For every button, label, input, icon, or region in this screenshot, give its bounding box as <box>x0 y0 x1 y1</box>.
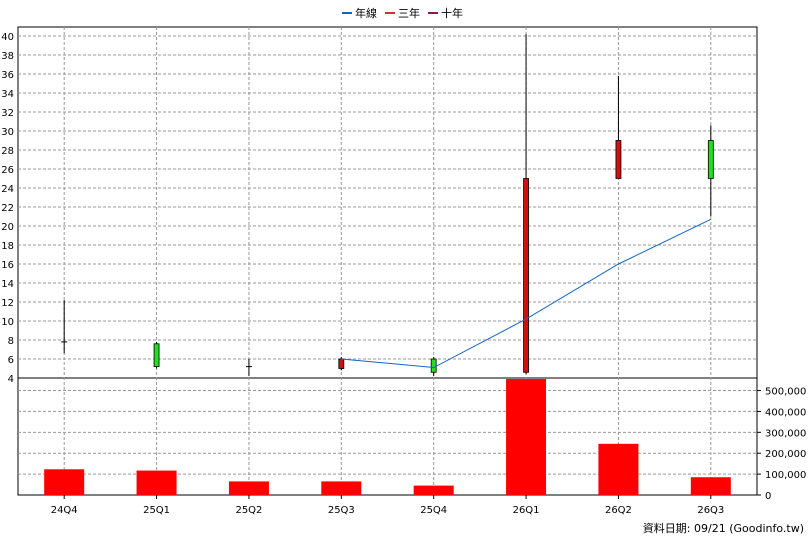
candle-body <box>615 140 622 179</box>
candle-body <box>338 358 345 369</box>
price-tick-label: 20 <box>1 222 14 233</box>
line-series-年線 <box>341 218 712 369</box>
volume-bar <box>506 379 547 495</box>
price-tick-label: 40 <box>1 32 14 43</box>
volume-bar <box>690 477 731 495</box>
legend-label: 三年 <box>398 6 420 20</box>
candles <box>61 34 714 377</box>
volume-bar <box>136 470 177 495</box>
price-tick-label: 34 <box>1 89 14 100</box>
volume-y-axis: 0 100,000 200,000 300,000 400,000 500,000 <box>757 387 806 502</box>
candle-body <box>430 358 437 373</box>
price-tick-label: 6 <box>8 355 14 366</box>
price-tick-label: 8 <box>8 336 14 347</box>
x-axis: 24Q4 25Q1 25Q2 25Q3 25Q4 26Q1 26Q2 26Q3 <box>51 495 724 516</box>
volume-tick-label: 0 <box>765 491 771 502</box>
candle-body <box>707 140 714 179</box>
x-tick-label: 25Q3 <box>328 505 355 516</box>
footer-date-source: 資料日期: 09/21 (Goodinfo.tw) <box>643 521 804 535</box>
price-tick-label: 12 <box>1 298 14 309</box>
price-tick-label: 22 <box>1 203 14 214</box>
grid <box>17 26 758 496</box>
candle-body <box>153 343 160 367</box>
x-tick-label: 24Q4 <box>51 505 78 516</box>
price-tick-label: 14 <box>1 279 14 290</box>
legend: 年線 三年 十年 <box>342 6 463 20</box>
x-tick-label: 25Q1 <box>143 505 170 516</box>
plot-frame <box>17 26 758 496</box>
x-tick-label: 25Q2 <box>235 505 262 516</box>
volume-tick-label: 100,000 <box>765 470 806 481</box>
x-tick-label: 25Q4 <box>420 505 447 516</box>
legend-label: 十年 <box>441 6 463 20</box>
volume-bar <box>321 481 362 495</box>
volume-bars <box>44 379 731 495</box>
price-tick-label: 24 <box>1 184 14 195</box>
volume-bar <box>44 469 85 495</box>
price-tick-label: 36 <box>1 70 14 81</box>
candle-body <box>523 178 529 373</box>
price-tick-label: 4 <box>8 374 14 385</box>
volume-tick-label: 200,000 <box>765 449 806 460</box>
volume-bar <box>598 443 639 495</box>
x-tick-label: 26Q1 <box>513 505 540 516</box>
x-tick-label: 26Q2 <box>605 505 632 516</box>
volume-bar <box>413 485 454 495</box>
price-tick-label: 32 <box>1 108 14 119</box>
price-tick-label: 16 <box>1 260 14 271</box>
volume-tick-label: 500,000 <box>765 387 806 398</box>
volume-tick-label: 300,000 <box>765 428 806 439</box>
price-tick-label: 38 <box>1 51 14 62</box>
price-tick-label: 28 <box>1 146 14 157</box>
volume-tick-label: 400,000 <box>765 407 806 418</box>
legend-label: 年線 <box>355 6 377 20</box>
price-tick-label: 30 <box>1 127 14 138</box>
price-tick-label: 10 <box>1 317 14 328</box>
price-y-axis: 4 6 8 10 12 14 16 18 20 22 24 26 28 30 32 34 36 38 40 <box>1 32 14 385</box>
price-tick-label: 18 <box>1 241 14 252</box>
price-tick-label: 26 <box>1 165 14 176</box>
volume-bar <box>228 481 269 495</box>
x-tick-label: 26Q3 <box>697 505 724 516</box>
moving-average-lines <box>341 218 712 369</box>
